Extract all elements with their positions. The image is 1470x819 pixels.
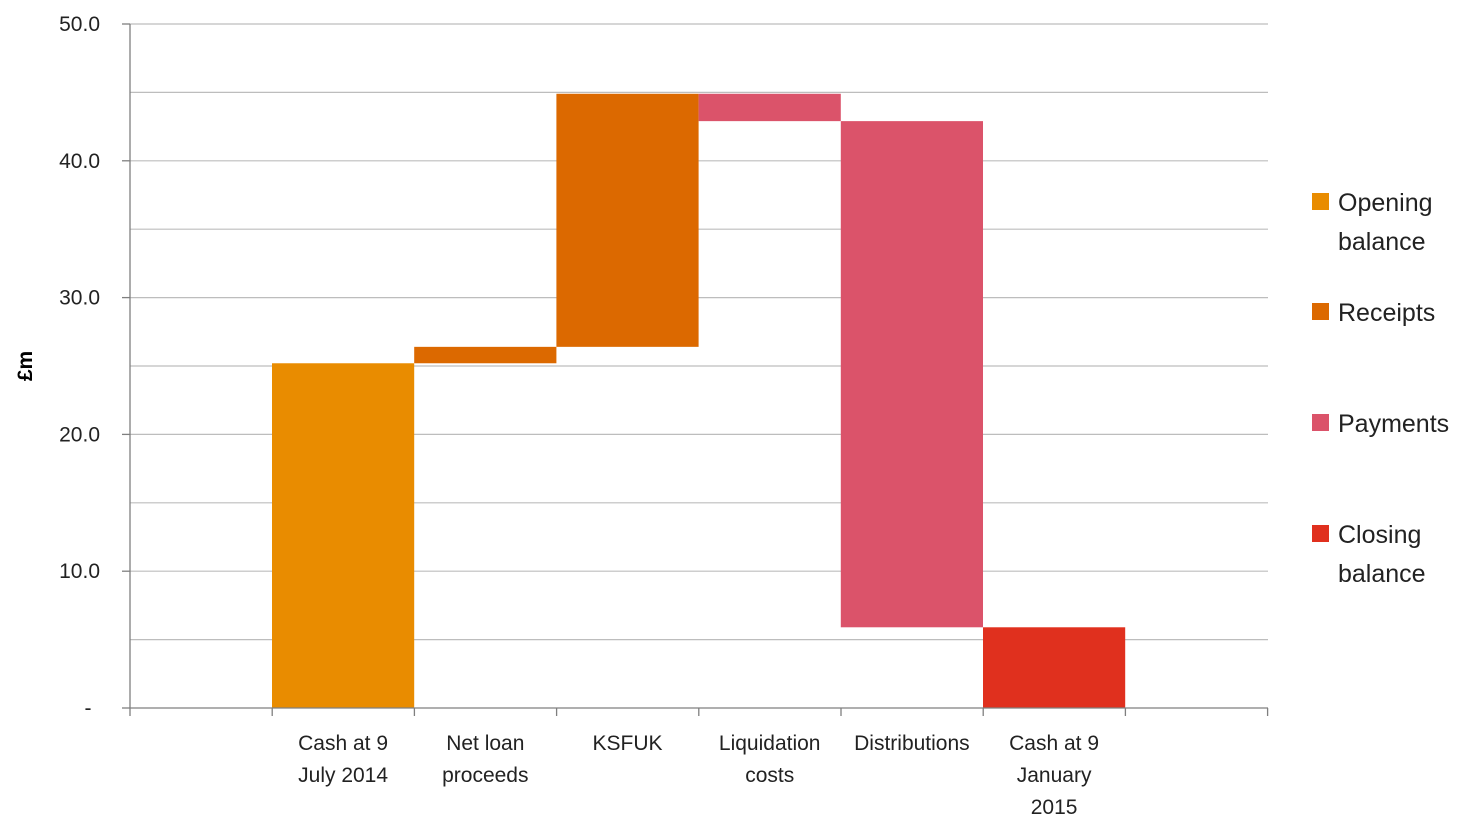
category-label: KSFUK	[592, 732, 662, 755]
category-label: 2015	[1031, 796, 1078, 819]
legend-label: balance	[1338, 228, 1426, 256]
legend: Opening balance Receipts Payments Closing bal…	[1312, 189, 1449, 588]
category-label: January	[1017, 764, 1092, 787]
category-label: proceeds	[442, 764, 528, 787]
category-label: costs	[745, 764, 794, 787]
y-axis-label: £m	[14, 351, 37, 381]
category-label: Cash at 9	[298, 732, 388, 755]
legend-label: Payments	[1338, 410, 1449, 438]
bar	[556, 93, 699, 347]
bar	[698, 93, 841, 122]
category-label: Net loan	[446, 732, 524, 755]
y-tick-label: 10.0	[59, 560, 100, 583]
legend-swatch	[1312, 414, 1329, 431]
y-tick-label: 50.0	[59, 13, 100, 36]
y-tick-label: 30.0	[59, 287, 100, 310]
legend-label: balance	[1338, 560, 1426, 588]
y-tick-labels: - 10.0 20.0 30.0 40.0 50.0	[59, 13, 100, 720]
y-tick-label: 20.0	[59, 423, 100, 446]
bars	[272, 93, 1126, 708]
category-label: Liquidation	[719, 732, 821, 755]
legend-swatch	[1312, 303, 1329, 320]
legend-label: Receipts	[1338, 299, 1435, 327]
category-label: July 2014	[298, 764, 388, 787]
legend-swatch	[1312, 193, 1329, 210]
legend-swatch	[1312, 525, 1329, 542]
bar	[983, 627, 1126, 708]
y-tick-label: 40.0	[59, 150, 100, 173]
bar	[272, 363, 415, 708]
category-label: Distributions	[854, 732, 970, 755]
bar	[840, 121, 983, 628]
category-labels: Cash at 9 July 2014 Net loan proceeds KSFUK L…	[298, 732, 1099, 819]
legend-label: Opening	[1338, 189, 1433, 217]
legend-label: Closing	[1338, 521, 1421, 549]
y-tick-label: -	[85, 697, 92, 720]
bar	[414, 346, 557, 364]
axes	[122, 23, 1269, 716]
category-label: Cash at 9	[1009, 732, 1099, 755]
